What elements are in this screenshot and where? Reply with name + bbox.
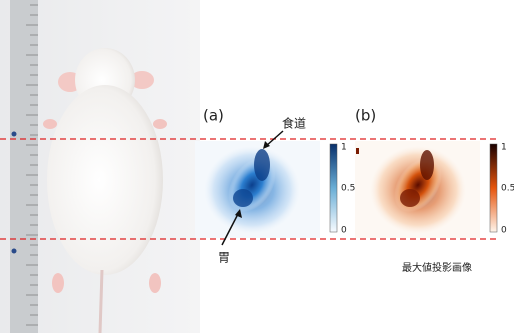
heatmap-a <box>195 141 337 238</box>
panel-label: (a) <box>203 107 224 125</box>
colorbar-label: 0.5 <box>501 184 514 194</box>
figure: (a) (b) 食道 胃 1 0.5 0 1 0.5 0 最大値投影画像 <box>0 0 514 333</box>
colorbar-label: 0 <box>341 226 347 236</box>
colorbar-label: 0.5 <box>341 184 355 194</box>
colorbar-label: 1 <box>341 143 347 153</box>
caption: 最大値投影画像 <box>402 261 472 274</box>
photo <box>0 0 200 333</box>
panel-label: (b) <box>355 107 376 125</box>
annotation: 胃 <box>218 251 230 265</box>
colorbar-label: 1 <box>501 143 507 153</box>
annotation: 食道 <box>282 116 306 131</box>
heatmap-b <box>355 141 497 238</box>
colorbar-label: 0 <box>501 226 507 236</box>
